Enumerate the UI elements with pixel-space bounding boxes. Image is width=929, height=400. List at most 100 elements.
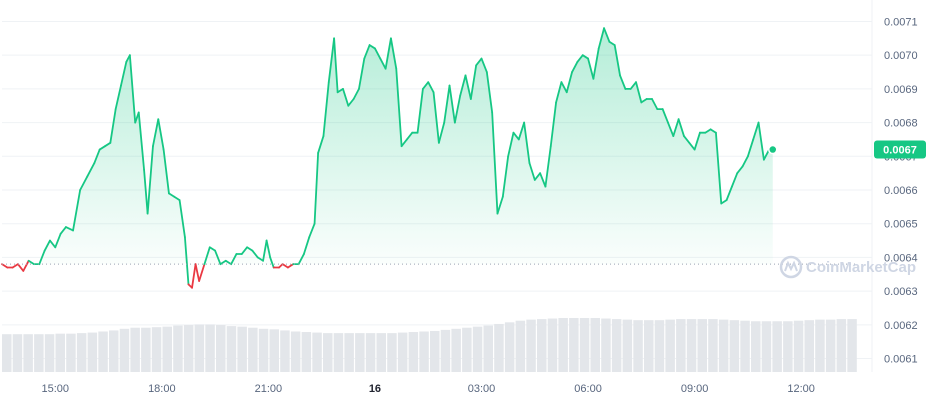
volume-bar (194, 324, 205, 372)
volume-bar (815, 319, 825, 372)
price-line-segment (453, 94, 462, 124)
volume-bar (494, 323, 504, 372)
price-line-segment (491, 111, 499, 215)
price-line-segment (184, 236, 190, 286)
price-line-segment (736, 165, 744, 175)
volume-bar (611, 319, 622, 372)
price-line-segment (281, 263, 289, 269)
x-tick-label: 12:00 (787, 383, 815, 395)
volume-bar (569, 318, 579, 372)
volume-bar (226, 326, 237, 372)
price-line-segment (608, 40, 616, 46)
price-area (2, 28, 773, 265)
x-tick-label: 18:00 (148, 383, 176, 395)
price-line-segment (38, 249, 46, 266)
price-line-segment (715, 131, 723, 205)
price-line-segment (128, 54, 137, 124)
price-line-segment (464, 74, 472, 100)
price-line-segment (555, 81, 563, 104)
current-price-label: 0.0067 (883, 145, 917, 157)
price-line-segment (120, 61, 128, 87)
price-line-segment (629, 81, 637, 90)
current-price-badge: 0.0067 (768, 140, 926, 159)
price-line-segment (544, 145, 552, 188)
volume-bar (109, 330, 119, 372)
price-line-segment (352, 87, 360, 100)
volume-bar (312, 332, 322, 372)
price-line-segment (79, 175, 89, 191)
y-tick-label: 0.0063 (884, 286, 918, 298)
volume-bar (44, 334, 55, 372)
volume-bar (376, 333, 386, 372)
price-line-segment (576, 54, 584, 63)
volume-bar (430, 330, 440, 372)
price-line-segment (549, 101, 557, 148)
price-line-segment (219, 259, 227, 266)
price-line-segment (22, 259, 30, 272)
price-line-segment (459, 74, 467, 97)
volume-bar (804, 320, 814, 372)
volume-bar (472, 326, 483, 372)
volume-bar (462, 327, 472, 372)
price-line-segment (240, 246, 248, 255)
volume-bar (280, 330, 290, 372)
price-line-segment (104, 141, 112, 148)
volume-bar (729, 320, 740, 372)
x-tick-label: 16 (369, 383, 381, 395)
price-line-segment (603, 27, 611, 43)
price-line-segment (49, 239, 57, 249)
volume-bar (87, 332, 98, 372)
price-line-segment (635, 81, 643, 104)
price-line-segment (752, 121, 760, 141)
price-line-segment (421, 81, 430, 90)
price-line-segment (198, 263, 206, 282)
volume-bar (504, 322, 515, 372)
price-line-segment (533, 172, 542, 181)
volume-bar (119, 328, 130, 372)
current-price-badge-bg (874, 140, 926, 159)
volume-bar (162, 326, 172, 372)
price-line-segment (173, 195, 181, 202)
price-line-segment (501, 155, 510, 198)
price-line-segment (137, 111, 145, 171)
volume-bar (697, 319, 707, 372)
x-axis: 15:00 18:00 21:00 16 03:00 06:00 09:00 12:00 (42, 383, 815, 395)
volume-bar (793, 320, 804, 372)
volume-bar (387, 333, 397, 372)
volume-bar (355, 333, 365, 372)
volume-bar (515, 320, 526, 372)
volume-bar (440, 329, 451, 372)
price-line-segment (709, 128, 717, 134)
price-line-segment (485, 71, 494, 114)
price-line-segment (720, 199, 728, 205)
volume-bar (365, 333, 376, 372)
volume-bar (344, 333, 354, 372)
volume-bar (216, 325, 226, 372)
price-line-segment (114, 84, 122, 111)
y-tick-label: 0.0069 (884, 84, 918, 96)
price-line-segment (672, 118, 680, 137)
volume-bar (740, 320, 750, 372)
price-line-segment (251, 249, 259, 259)
price-line-segment (475, 57, 483, 67)
price-line-segment (704, 128, 712, 134)
volume-bar (333, 333, 344, 372)
price-line-segment (143, 168, 149, 215)
price-line-segment (59, 226, 67, 235)
volume-bar (66, 333, 76, 372)
coinmarketcap-logo-icon-mark (784, 260, 798, 272)
price-line-segment (327, 37, 335, 84)
volume-bar (654, 320, 665, 372)
volume-bar (847, 319, 857, 372)
price-line-segment (640, 98, 648, 104)
price-line-segment (368, 44, 376, 50)
price-line-segment (437, 121, 446, 144)
price-line-segment (336, 87, 344, 94)
volume-bar (408, 332, 419, 372)
price-line-segment (303, 236, 311, 255)
volume-bar (718, 319, 729, 372)
volume-bar (323, 333, 333, 372)
price-line-segment (512, 131, 520, 141)
price-line-segment (146, 145, 154, 215)
price-line-segment (109, 108, 117, 144)
